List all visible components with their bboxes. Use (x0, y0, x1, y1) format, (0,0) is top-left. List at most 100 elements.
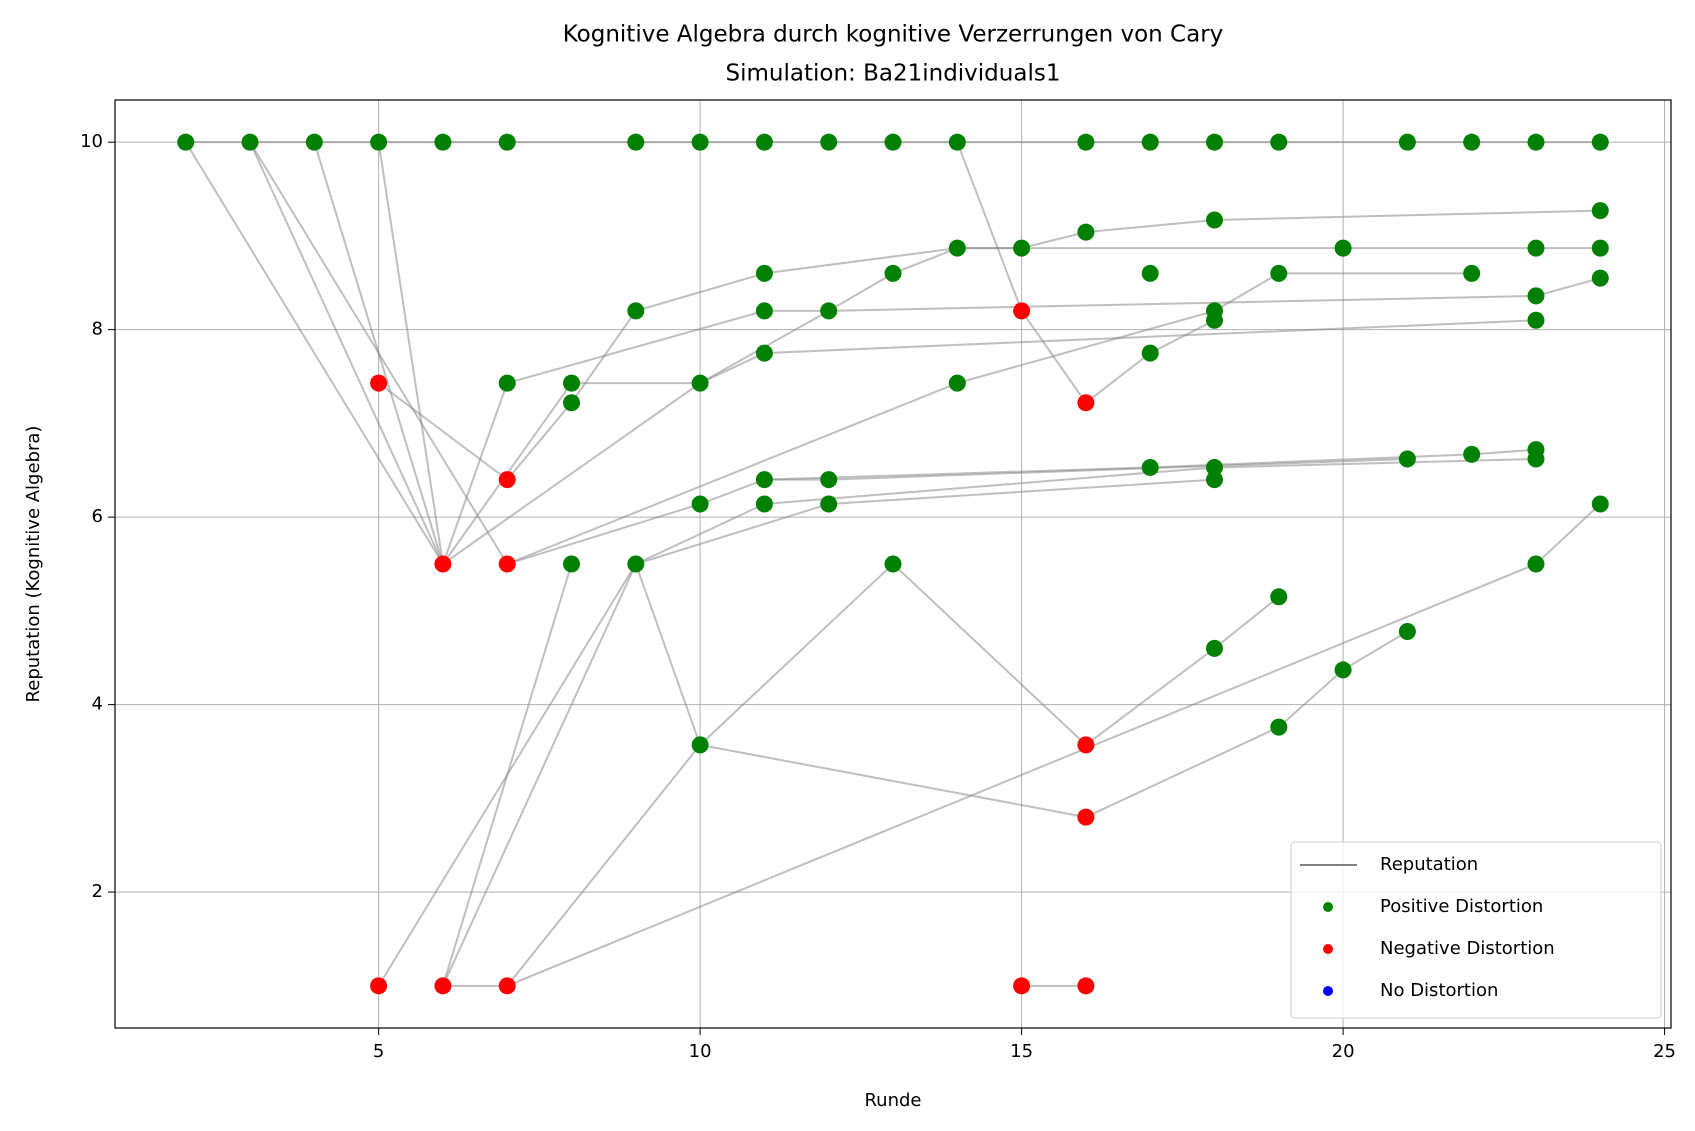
legend-label: Positive Distortion (1380, 896, 1543, 917)
legend-marker (1323, 902, 1333, 912)
point (1077, 808, 1095, 826)
legend-label: No Distortion (1380, 980, 1498, 1001)
point (563, 374, 581, 392)
point (1398, 450, 1416, 468)
point (1013, 239, 1031, 257)
point (820, 471, 838, 489)
point (1270, 588, 1288, 606)
point (498, 133, 516, 151)
point (755, 471, 773, 489)
point (1463, 445, 1481, 463)
point (1463, 264, 1481, 282)
y-tick-label: 6 (92, 506, 103, 527)
point (1270, 264, 1288, 282)
y-axis-label: Reputation (Kognitive Algebra) (23, 426, 44, 703)
point (1077, 977, 1095, 995)
point (1205, 211, 1223, 229)
point (1527, 287, 1545, 305)
x-tick-label: 25 (1653, 1041, 1676, 1062)
reputation-line (442, 247, 1601, 565)
point (1591, 202, 1609, 220)
point (305, 133, 323, 151)
point (948, 133, 966, 151)
point (1141, 264, 1159, 282)
point (434, 133, 452, 151)
point (691, 495, 709, 513)
legend-label: Negative Distortion (1380, 938, 1555, 959)
point (755, 264, 773, 282)
point (948, 239, 966, 257)
point (1591, 495, 1609, 513)
point (755, 495, 773, 513)
point (1205, 458, 1223, 476)
y-tick-label: 8 (92, 319, 103, 340)
y-tick-label: 2 (92, 881, 103, 902)
point (1527, 555, 1545, 573)
point (627, 133, 645, 151)
chart-subtitle: Simulation: Ba21individuals1 (726, 61, 1061, 87)
point (177, 133, 195, 151)
point (1591, 269, 1609, 287)
point (370, 977, 388, 995)
point (241, 133, 259, 151)
point (820, 133, 838, 151)
reputation-line (441, 277, 1601, 565)
point (884, 555, 902, 573)
x-tick-label: 10 (689, 1041, 712, 1062)
point (884, 133, 902, 151)
point (1398, 622, 1416, 640)
x-axis-label: Runde (864, 1090, 921, 1111)
point (1591, 239, 1609, 257)
point (691, 133, 709, 151)
point (498, 977, 516, 995)
point (1077, 133, 1095, 151)
point (1398, 133, 1416, 151)
point (948, 374, 966, 392)
point (1463, 133, 1481, 151)
point (1205, 311, 1223, 329)
point (1205, 133, 1223, 151)
reputation-line (442, 503, 1601, 987)
reputation-line (313, 141, 444, 565)
reputation-line (184, 141, 444, 565)
legend-box (1290, 841, 1662, 1019)
point (1077, 736, 1095, 754)
point (755, 344, 773, 362)
point (627, 555, 645, 573)
chart-title: Kognitive Algebra durch kognitive Verzer… (563, 22, 1224, 48)
point (434, 977, 452, 995)
legend-marker (1323, 944, 1333, 954)
reputation-line (249, 141, 444, 565)
reputation-line (506, 448, 1537, 565)
point (1141, 458, 1159, 476)
point (1013, 302, 1031, 320)
point (691, 736, 709, 754)
plot-frame (114, 99, 1672, 1029)
reputation-line (506, 630, 1408, 987)
point (1334, 661, 1352, 679)
point (434, 555, 452, 573)
x-tick-label: 5 (373, 1041, 384, 1062)
point (1591, 133, 1609, 151)
point (1013, 977, 1031, 995)
point (755, 133, 773, 151)
point (820, 302, 838, 320)
point (370, 374, 388, 392)
point (820, 495, 838, 513)
legend-marker (1323, 986, 1333, 996)
reputation-line (377, 142, 444, 565)
point (498, 471, 516, 489)
point (1205, 639, 1223, 657)
point (1527, 133, 1545, 151)
point (755, 302, 773, 320)
point (1527, 311, 1545, 329)
point (627, 302, 645, 320)
point (1334, 239, 1352, 257)
point (1270, 133, 1288, 151)
point (884, 264, 902, 282)
point (1141, 133, 1159, 151)
point (563, 394, 581, 412)
point (1527, 239, 1545, 257)
point (498, 555, 516, 573)
